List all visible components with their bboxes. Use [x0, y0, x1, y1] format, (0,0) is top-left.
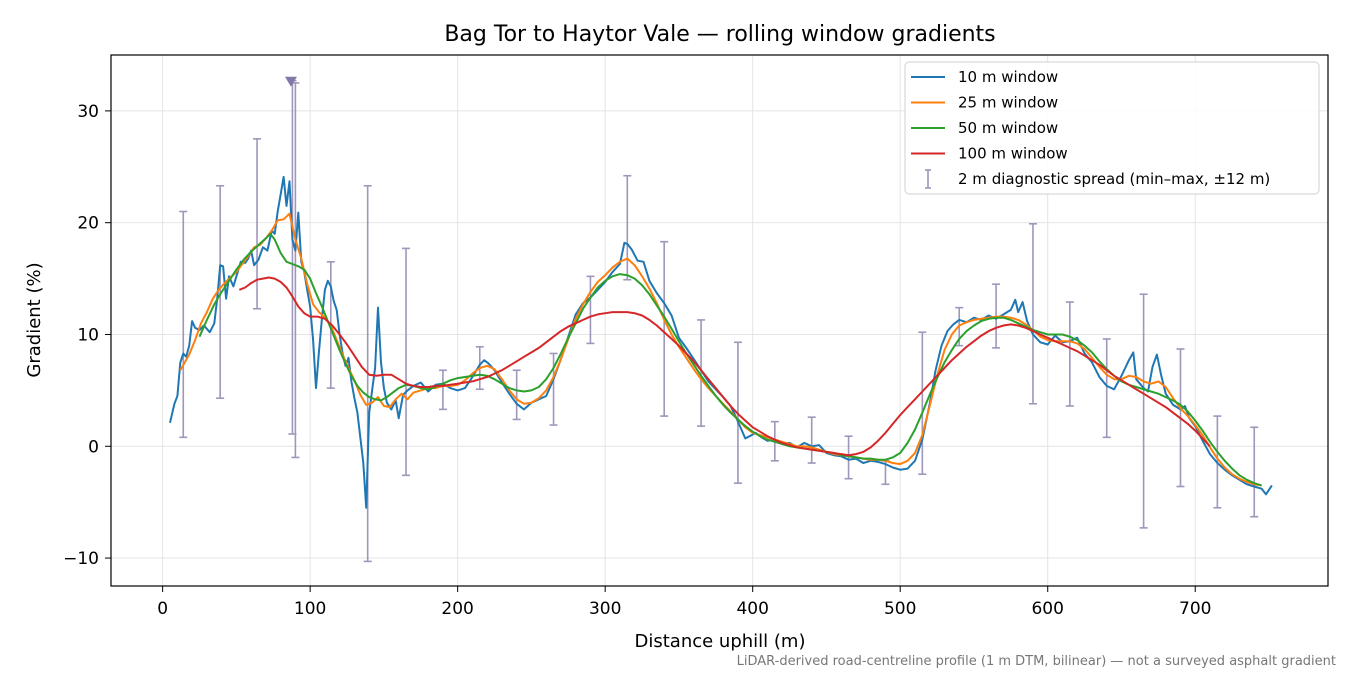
diagnostic-spread-bar — [807, 416, 816, 464]
footnote: LiDAR-derived road-centreline profile (1… — [737, 654, 1336, 669]
x-tick-label: 400 — [736, 599, 768, 619]
diagnostic-spread-bar — [844, 435, 853, 480]
x-tick-label: 300 — [589, 599, 621, 619]
x-tick-label: 100 — [294, 599, 326, 619]
legend-box — [904, 61, 1320, 195]
y-tick-label: 10 — [77, 325, 99, 345]
y-tick-label: 0 — [88, 437, 99, 457]
series-line-50-m-window — [198, 232, 1262, 487]
diagnostic-spread-bar — [697, 319, 706, 427]
x-axis-label: Distance uphill (m) — [635, 631, 806, 652]
chart-title: Bag Tor to Haytor Vale — rolling window … — [444, 22, 995, 47]
legend-swatch — [925, 169, 931, 189]
diagnostic-spread-bar — [438, 369, 447, 411]
y-tick-label: 20 — [77, 214, 99, 234]
legend-entry: 100 m window — [911, 145, 1068, 163]
x-tick-label: 700 — [1179, 599, 1211, 619]
diagnostic-spread-bar — [512, 369, 521, 421]
series-line-100-m-window — [238, 276, 1211, 457]
plot-area — [169, 79, 1273, 563]
diagnostic-spread-bar — [623, 174, 632, 281]
legend-entry: 25 m window — [911, 94, 1058, 112]
diagnostic-spread-bar — [402, 247, 411, 477]
axis-ticks: 0 100 200 300 400 500 600 700 −10 0 10 20 30 — [63, 102, 1211, 619]
legend-label: 10 m window — [958, 68, 1058, 86]
legend-label: 25 m window — [958, 94, 1058, 112]
legend: 10 m window 25 m window 50 m window 100 m w… — [904, 61, 1320, 195]
diagnostic-spread-bar — [1139, 293, 1148, 529]
plot-frame — [110, 54, 1329, 587]
legend-label: 2 m diagnostic spread (min–max, ±12 m) — [958, 170, 1270, 188]
diagnostic-spread-bar — [1102, 338, 1111, 439]
legend-label: 100 m window — [958, 145, 1068, 163]
diagnostic-spread-bar — [918, 331, 927, 476]
diagnostic-spread-bar — [549, 352, 558, 426]
diagnostic-spread-bar — [1065, 301, 1074, 407]
legend-entry: 2 m diagnostic spread (min–max, ±12 m) — [925, 169, 1270, 189]
diagnostic-spread-bar — [179, 210, 188, 439]
diagnostic-spread-bar — [586, 275, 595, 345]
legend-entry: 10 m window — [911, 68, 1058, 86]
x-tick-label: 200 — [441, 599, 473, 619]
x-tick-label: 600 — [1031, 599, 1063, 619]
y-tick-label: 30 — [77, 102, 99, 122]
diagnostic-spread-bar — [216, 184, 225, 399]
legend-entry: 50 m window — [911, 119, 1058, 137]
clipped-value-marker — [284, 76, 297, 87]
diagnostic-spread-bar — [660, 240, 669, 417]
x-tick-label: 500 — [884, 599, 916, 619]
legend-label: 50 m window — [958, 119, 1058, 137]
diagnostic-spread-bar — [1028, 223, 1037, 405]
x-tick-label: 0 — [157, 599, 168, 619]
diagnostic-spread-bar — [1250, 426, 1259, 518]
y-tick-label: −10 — [63, 549, 99, 569]
series-line-10-m-window — [169, 175, 1273, 509]
y-axis-label: Gradient (%) — [24, 262, 45, 377]
diagnostic-spread-bar — [253, 138, 262, 310]
